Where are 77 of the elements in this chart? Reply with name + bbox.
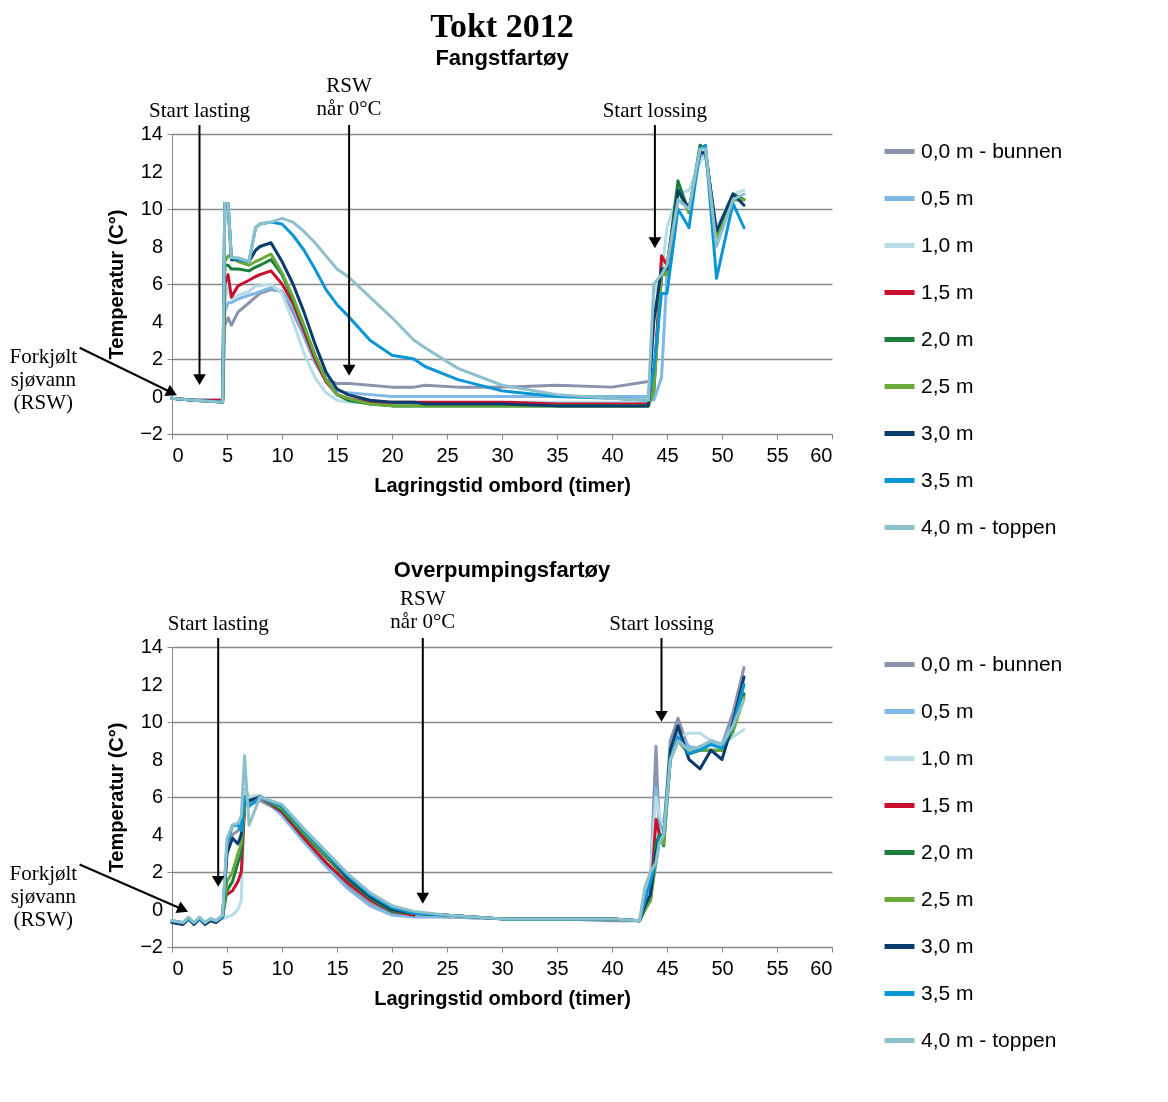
x-tick-label: 0 — [172, 956, 184, 979]
x-tick-label: 20 — [381, 956, 404, 979]
x-tick-label: 25 — [436, 443, 459, 466]
chart-title: Overpumpingsfartøy — [393, 556, 611, 582]
chart-subtitle: Fangstfartøy — [435, 44, 570, 70]
y-tick-label: 0 — [151, 384, 163, 407]
x-tick-label: 45 — [656, 443, 679, 466]
legend-label: 3,0 m — [921, 420, 974, 444]
legend-label: 2,5 m — [921, 373, 974, 397]
x-axis-title: Lagringstid ombord (timer) — [374, 473, 631, 496]
legend-label: 1,5 m — [921, 279, 974, 303]
y-tick-label: 4 — [151, 822, 163, 845]
y-tick-label: 10 — [140, 710, 163, 732]
y-axis-title: Temperatur (C°) — [105, 722, 127, 873]
legend-label: 4,0 m - toppen — [921, 1027, 1057, 1051]
x-tick-label: 0 — [172, 443, 184, 466]
y-tick-label: 6 — [151, 272, 163, 294]
x-tick-label: 30 — [491, 443, 514, 466]
y-tick-label: 10 — [140, 197, 163, 219]
y-tick-label: 14 — [140, 635, 163, 657]
x-tick-label: 5 — [221, 443, 234, 466]
x-tick-label: 10 — [271, 956, 294, 979]
annotation: Forkjølt sjøvann (RSW) — [9, 343, 78, 414]
x-tick-label: 60 — [810, 956, 833, 979]
annotation: RSW når 0°C — [316, 72, 382, 120]
annotation: Forkjølt sjøvann (RSW) — [9, 860, 78, 931]
legend-label: 0,0 m - bunnen — [921, 651, 1063, 675]
annotation: Start lossing — [609, 610, 715, 635]
y-axis-title: Temperatur (C°) — [105, 209, 127, 360]
x-tick-label: 40 — [601, 443, 624, 466]
legend-label: 0,0 m - bunnen — [921, 138, 1063, 162]
y-tick-label: 8 — [151, 234, 163, 257]
legend-label: 0,5 m — [921, 698, 974, 722]
x-tick-label: 15 — [326, 956, 349, 979]
chart-title: Tokt 2012 — [430, 6, 574, 44]
legend-label: 3,5 m — [921, 980, 974, 1004]
x-axis-title: Lagringstid ombord (timer) — [374, 986, 631, 1009]
annotation: Start lasting — [149, 97, 251, 122]
x-tick-label: 5 — [221, 956, 234, 979]
x-tick-label: 45 — [656, 956, 679, 979]
x-tick-label: 35 — [546, 956, 569, 979]
x-tick-label: 25 — [436, 956, 459, 979]
x-tick-label: 50 — [711, 443, 734, 466]
y-tick-label: 0 — [151, 897, 163, 920]
y-tick-label: 8 — [151, 747, 163, 770]
y-tick-label: 6 — [151, 785, 163, 807]
annotation: Start lossing — [602, 97, 708, 122]
x-tick-label: 30 — [491, 956, 514, 979]
legend-label: 1,0 m — [921, 232, 974, 256]
x-tick-label: 50 — [711, 956, 734, 979]
legend-label: 2,0 m — [921, 839, 974, 863]
legend-label: 4,0 m - toppen — [921, 514, 1057, 538]
x-tick-label: 55 — [766, 443, 789, 466]
legend-label: 1,0 m — [921, 745, 974, 769]
annotation: Start lasting — [167, 610, 270, 635]
legend-label: 0,5 m — [921, 185, 974, 209]
legend-label: 2,5 m — [921, 886, 974, 910]
y-tick-label: 12 — [140, 159, 163, 182]
y-tick-label: −2 — [140, 422, 163, 444]
x-tick-label: 55 — [766, 956, 789, 979]
x-tick-label: 10 — [271, 443, 294, 466]
x-tick-label: 15 — [326, 443, 349, 466]
y-tick-label: 2 — [151, 860, 163, 882]
y-tick-label: 12 — [140, 672, 163, 695]
legend-label: 2,0 m — [921, 326, 974, 350]
legend-label: 3,0 m — [921, 933, 974, 957]
legend-label: 1,5 m — [921, 792, 974, 816]
y-tick-label: 14 — [140, 122, 163, 144]
x-tick-label: 20 — [381, 443, 404, 466]
annotation: RSW når 0°C — [390, 585, 456, 633]
y-tick-label: 2 — [151, 347, 163, 369]
x-tick-label: 35 — [546, 443, 569, 466]
y-tick-label: 4 — [151, 309, 163, 332]
legend-label: 3,5 m — [921, 467, 974, 491]
y-tick-label: −2 — [140, 935, 163, 957]
x-tick-label: 60 — [810, 443, 833, 466]
x-tick-label: 40 — [601, 956, 624, 979]
